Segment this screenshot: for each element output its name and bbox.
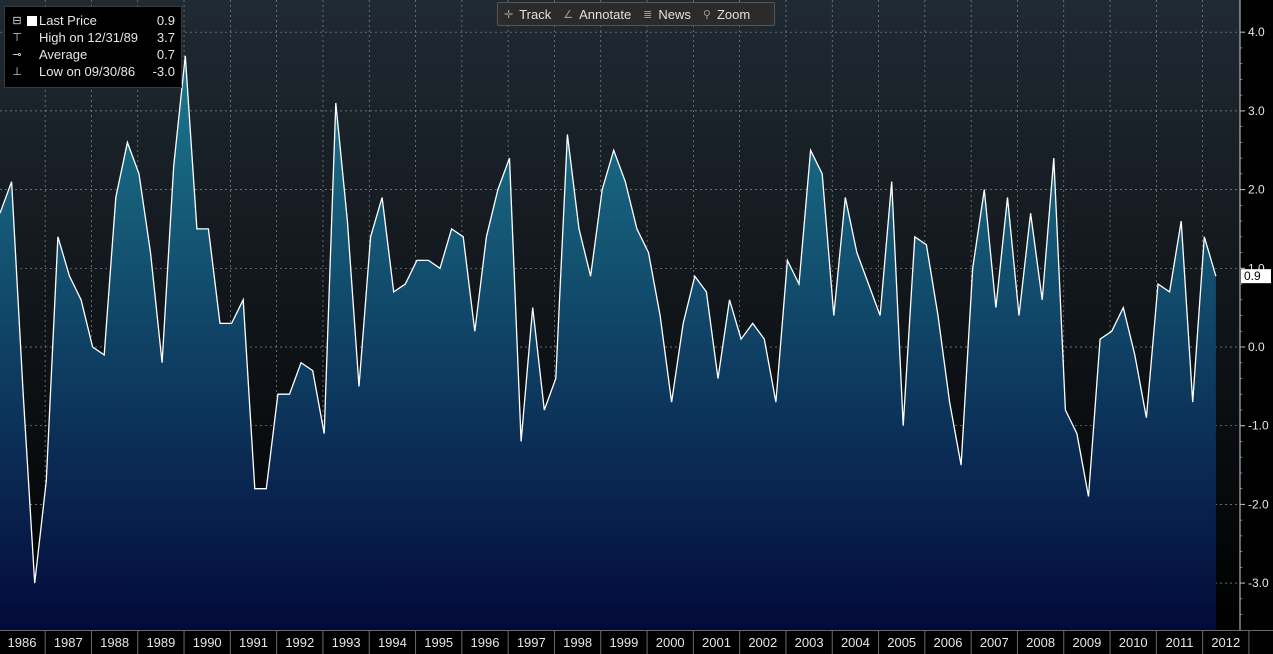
annotate-button[interactable]: ∠ Annotate [557, 3, 637, 25]
news-label: News [658, 6, 691, 22]
low-marker-icon: ⊥ [12, 66, 22, 78]
x-tick-label: 1991 [239, 635, 268, 650]
price-area-fill [0, 55, 1216, 631]
last-price-swatch [27, 16, 37, 26]
x-tick-label: 1992 [285, 635, 314, 650]
last-value-marker: 0.9 [1241, 269, 1271, 284]
pencil-icon: ∠ [563, 8, 574, 21]
news-icon: ≣ [643, 8, 653, 21]
annotate-label: Annotate [579, 6, 632, 22]
x-tick-label: 2004 [841, 635, 870, 650]
x-tick-label: 1989 [146, 635, 175, 650]
zoom-button[interactable]: ⚲ Zoom [697, 3, 756, 25]
x-tick-label: 1987 [54, 635, 83, 650]
average-marker-icon: ⊸ [12, 49, 22, 61]
x-tick-label: 1986 [8, 635, 37, 650]
x-tick-label: 1994 [378, 635, 407, 650]
x-tick-label: 2008 [1026, 635, 1055, 650]
legend-last-price[interactable]: ⊟ Last Price 0.9 [9, 13, 175, 29]
x-tick-label: 1993 [332, 635, 361, 650]
legend-high: ⊤ High on 12/31/89 3.7 [9, 30, 175, 46]
x-tick-label: 1988 [100, 635, 129, 650]
x-tick-label: 2011 [1166, 635, 1194, 650]
legend-high-label: High on 12/31/89 [39, 30, 139, 45]
x-tick-label: 1997 [517, 635, 546, 650]
x-tick-label: 1995 [424, 635, 453, 650]
y-tick-label: 0.0 [1248, 340, 1265, 354]
x-tick-label: 2006 [934, 635, 963, 650]
x-tick-label: 2010 [1119, 635, 1148, 650]
x-axis: 1986 1987 1988 1989 1990 1991 1992 1993 1994 1995… [0, 630, 1273, 654]
zoom-label: Zoom [716, 6, 751, 22]
last-value-box [1241, 269, 1271, 284]
y-tick-label: 4.0 [1248, 25, 1265, 39]
track-button[interactable]: ✛ Track [498, 3, 557, 25]
legend-last-price-label: Last Price [39, 13, 97, 28]
legend-average-label: Average [39, 47, 88, 62]
y-tick-label: 2.0 [1248, 183, 1265, 197]
legend-low-label: Low on 09/30/86 [39, 64, 136, 79]
chart-toolbar: ✛ Track ∠ Annotate ≣ News ⚲ Zoom [497, 2, 775, 26]
magnifier-icon: ⚲ [702, 8, 711, 21]
last-value-label: 0.9 [1244, 269, 1261, 283]
chart-legend: ⊟ Last Price 0.9 ⊤ High on 12/31/89 3.7 … [4, 6, 182, 88]
x-tick-label: 2003 [795, 635, 824, 650]
legend-low-value: -3.0 [152, 64, 175, 79]
legend-last-price-value: 0.9 [156, 13, 175, 28]
x-tick-label: 2005 [887, 635, 916, 650]
x-tick-label: 2009 [1072, 635, 1101, 650]
legend-average: ⊸ Average 0.7 [9, 47, 175, 63]
x-tick-label: 2002 [748, 635, 777, 650]
legend-high-value: 3.7 [156, 30, 175, 45]
collapse-icon[interactable]: ⊟ [12, 15, 22, 27]
x-tick-label: 1999 [609, 635, 638, 650]
x-tick-label: 2012 [1211, 635, 1240, 650]
x-tick-label: 1996 [471, 635, 500, 650]
y-tick-label: -2.0 [1248, 497, 1269, 511]
y-tick-label: -3.0 [1248, 576, 1269, 590]
y-axis: 4.03.02.01.00.0-1.0-2.0-3.0 [1239, 0, 1269, 630]
legend-low: ⊥ Low on 09/30/86 -3.0 [9, 64, 175, 80]
x-tick-label: 1990 [193, 635, 222, 650]
news-button[interactable]: ≣ News [637, 3, 697, 25]
x-tick-label: 1998 [563, 635, 592, 650]
high-marker-icon: ⊤ [12, 32, 22, 44]
x-tick-label: 2001 [702, 635, 731, 650]
x-tick-label: 2007 [980, 635, 1009, 650]
track-label: Track [519, 6, 552, 22]
crosshair-icon: ✛ [504, 8, 514, 21]
x-tick-label: 2000 [656, 635, 685, 650]
legend-average-value: 0.7 [156, 47, 175, 62]
y-tick-label: -1.0 [1248, 419, 1269, 433]
y-tick-label: 3.0 [1248, 104, 1265, 118]
price-line [0, 55, 1217, 584]
